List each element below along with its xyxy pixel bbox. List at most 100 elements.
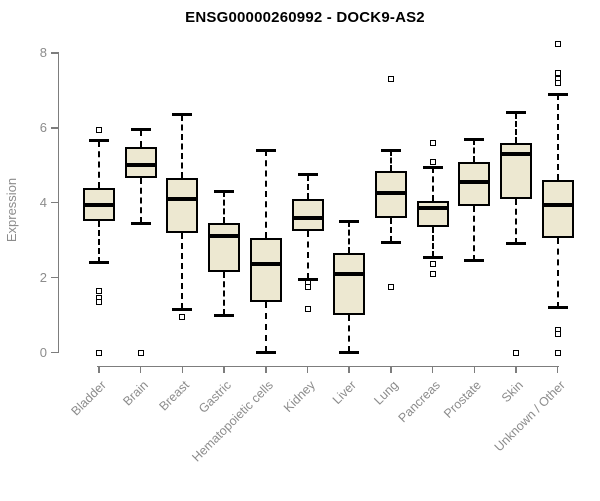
whisker-upper-pancreas <box>431 167 434 201</box>
x-axis-line <box>97 365 559 367</box>
whisker-cap-high-pancreas <box>422 165 443 169</box>
outlier-unknown-other <box>554 79 561 86</box>
whisker-cap-high-hematopoietic-cells <box>255 148 276 152</box>
median-lung <box>376 191 405 196</box>
whisker-upper-prostate <box>473 139 476 162</box>
whisker-upper-hematopoietic-cells <box>264 150 267 239</box>
whisker-lower-prostate <box>473 206 476 261</box>
median-brain <box>126 163 155 168</box>
whisker-lower-pancreas <box>431 227 434 257</box>
whisker-cap-low-breast <box>172 307 193 311</box>
whisker-upper-bladder <box>98 140 100 188</box>
box-brain <box>124 146 157 179</box>
whisker-upper-liver <box>348 221 351 254</box>
outlier-kidney <box>304 306 311 313</box>
median-pancreas <box>418 206 447 211</box>
x-tick <box>556 367 559 373</box>
whisker-lower-bladder <box>98 221 100 263</box>
y-tick <box>51 127 59 129</box>
whisker-lower-lung <box>389 217 392 242</box>
median-bladder <box>85 202 113 207</box>
whisker-lower-unknown-other <box>556 238 559 308</box>
x-tick <box>181 367 184 373</box>
whisker-lower-skin <box>515 198 517 244</box>
outlier-unknown-other <box>554 40 561 47</box>
whisker-cap-high-brain <box>130 128 151 132</box>
chart-title: ENSG00000260992 - DOCK9-AS2 <box>185 9 425 26</box>
y-tick-label: 8 <box>39 44 47 60</box>
outlier-bladder <box>96 287 102 294</box>
x-tick <box>348 367 350 373</box>
y-tick-label: 2 <box>39 269 47 285</box>
median-kidney <box>293 215 322 220</box>
median-skin <box>502 152 530 156</box>
whisker-cap-low-brain <box>130 221 151 225</box>
median-prostate <box>460 180 489 185</box>
outlier-bladder <box>96 349 102 356</box>
whisker-upper-breast <box>181 114 184 179</box>
whisker-cap-high-gastric <box>214 189 235 193</box>
whisker-cap-low-skin <box>506 242 526 246</box>
outlier-unknown-other <box>554 70 561 77</box>
whisker-cap-high-lung <box>380 148 401 152</box>
outlier-bladder <box>96 298 102 305</box>
whisker-upper-skin <box>515 112 517 143</box>
whisker-cap-low-hematopoietic-cells <box>255 351 276 354</box>
box-unknown-other <box>541 180 574 239</box>
outlier-bladder <box>96 126 102 133</box>
x-tick <box>306 367 309 373</box>
whisker-lower-liver <box>348 315 351 353</box>
outlier-unknown-other <box>554 349 561 356</box>
median-unknown-other <box>543 202 572 207</box>
whisker-cap-high-bladder <box>89 139 109 143</box>
x-tick <box>265 367 267 373</box>
outlier-pancreas <box>429 270 436 277</box>
box-kidney <box>291 198 324 231</box>
y-tick <box>51 52 59 54</box>
whisker-lower-breast <box>181 232 184 310</box>
y-tick-label: 4 <box>39 194 47 210</box>
outlier-unknown-other <box>554 330 561 337</box>
outlier-kidney <box>304 283 311 290</box>
whisker-cap-high-breast <box>172 113 193 117</box>
whisker-cap-high-prostate <box>464 137 485 141</box>
box-hematopoietic-cells <box>249 238 282 302</box>
y-tick <box>51 201 59 204</box>
box-liver <box>333 253 366 316</box>
whisker-cap-low-unknown-other <box>547 306 568 310</box>
x-tick <box>473 367 476 373</box>
box-breast <box>166 178 199 233</box>
box-gastric <box>208 223 241 272</box>
whisker-upper-gastric <box>223 191 226 224</box>
whisker-cap-low-prostate <box>464 259 485 263</box>
whisker-cap-high-kidney <box>297 173 318 177</box>
box-pancreas <box>416 200 449 228</box>
whisker-cap-low-lung <box>380 240 401 244</box>
y-tick-label: 0 <box>39 344 47 360</box>
outlier-breast <box>179 313 186 320</box>
whisker-cap-low-gastric <box>214 313 235 317</box>
median-gastric <box>210 234 239 239</box>
whisker-lower-brain <box>139 178 142 224</box>
whisker-cap-low-kidney <box>297 277 318 281</box>
outlier-pancreas <box>429 261 436 268</box>
whisker-lower-kidney <box>306 230 309 280</box>
x-tick <box>390 367 392 373</box>
whisker-cap-high-liver <box>339 219 360 223</box>
whisker-cap-low-pancreas <box>422 255 443 259</box>
median-breast <box>168 196 197 201</box>
outlier-pancreas <box>429 158 436 165</box>
y-tick <box>51 276 59 279</box>
outlier-pancreas <box>429 139 436 146</box>
outlier-lung <box>387 283 394 290</box>
whisker-upper-brain <box>139 129 142 147</box>
median-hematopoietic-cells <box>251 262 280 267</box>
whisker-cap-low-bladder <box>89 261 109 265</box>
outlier-lung <box>387 76 394 83</box>
outlier-skin <box>513 349 519 356</box>
whisker-cap-low-liver <box>339 351 360 354</box>
whisker-cap-high-skin <box>506 111 526 115</box>
whisker-upper-lung <box>389 150 392 171</box>
